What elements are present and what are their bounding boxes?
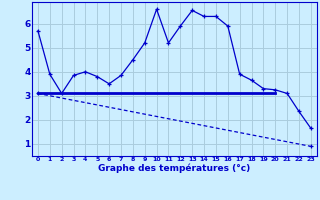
X-axis label: Graphe des températures (°c): Graphe des températures (°c) [98, 164, 251, 173]
